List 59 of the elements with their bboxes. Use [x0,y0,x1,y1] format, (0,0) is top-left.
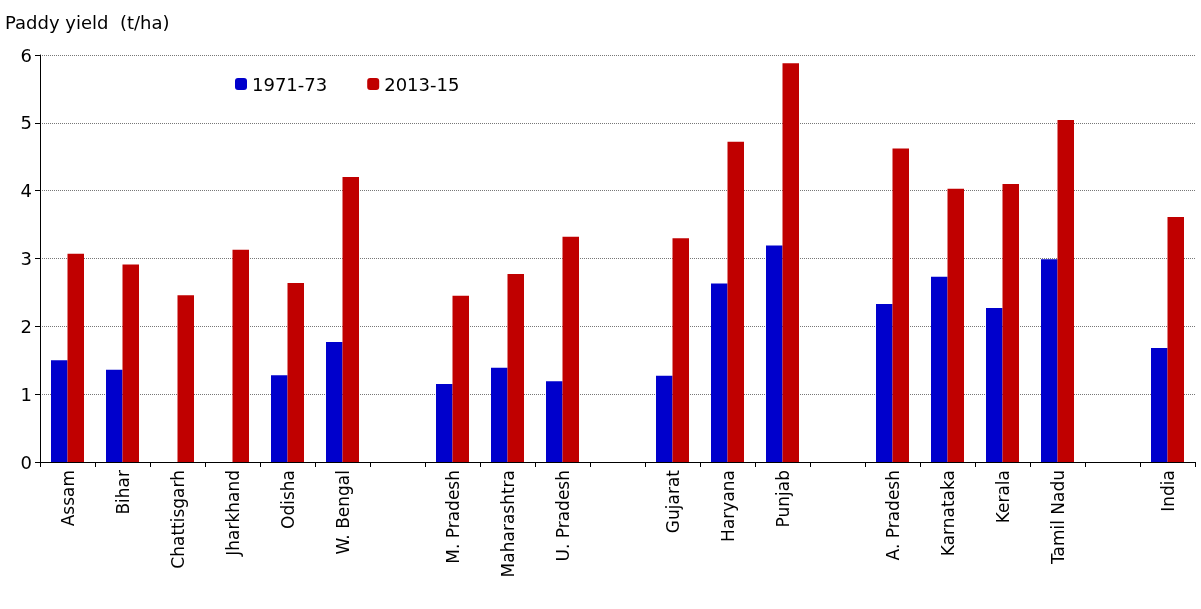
x-tick-label: Maharashtra [497,470,518,578]
y-tick-label: 6 [20,44,32,66]
x-tick-label: Tamil Nadu [1047,470,1068,566]
bar [177,295,194,462]
x-tick-label: Assam [57,470,78,527]
bar [727,141,744,462]
legend-label: 1971-73 [252,73,328,95]
bar [271,375,288,462]
x-tick-label: A. Pradesh [882,470,903,561]
x-tick-label: Gujarat [662,469,683,534]
bar [656,375,673,462]
bar [1057,120,1074,462]
x-tick-label: Karnataka [937,470,958,557]
x-tick-label: India [1157,470,1178,512]
bar [106,369,123,462]
bar [876,303,893,462]
bar [986,308,1003,462]
x-tick-label: W. Bengal [332,470,353,555]
bar [232,249,249,462]
y-tick-label: 2 [20,315,32,337]
bar [122,264,139,462]
x-tick-label: Chattisgarh [167,470,188,569]
bar [507,274,524,462]
x-tick-label: Punjab [772,470,793,528]
bar [67,253,84,462]
legend-label: 2013-15 [384,73,460,95]
bar [562,236,579,462]
x-tick-label: Kerala [992,470,1013,524]
bar [1002,183,1019,462]
bar [672,238,689,462]
bar [491,367,508,462]
bar [51,360,68,462]
y-tick-label: 3 [20,248,32,269]
bar [436,383,453,462]
bar [342,177,359,462]
bar [931,276,948,462]
y-tick-label: 4 [20,180,32,202]
bar [1167,217,1184,462]
bar [326,341,343,462]
x-tick-label: Bihar [112,470,133,515]
bar [1151,348,1168,462]
bar [711,283,728,462]
x-tick-label: U. Pradesh [552,470,573,562]
x-tick-label: Jharkhand [222,470,243,557]
bar [782,63,799,462]
bar [1041,259,1058,462]
bar [947,188,964,462]
x-tick-label: Odisha [277,470,298,529]
y-axis-title: Paddy yield (t/ha) [5,11,170,33]
bar [546,381,563,462]
x-tick-label: M. Pradesh [442,470,463,564]
y-tick-label: 1 [20,383,32,405]
y-tick-label: 0 [20,451,32,473]
bar [766,245,783,462]
bar [452,295,469,462]
x-tick-label: Haryana [717,470,738,542]
y-tick-label: 5 [20,112,32,134]
bar [287,282,304,462]
bar [892,148,909,462]
